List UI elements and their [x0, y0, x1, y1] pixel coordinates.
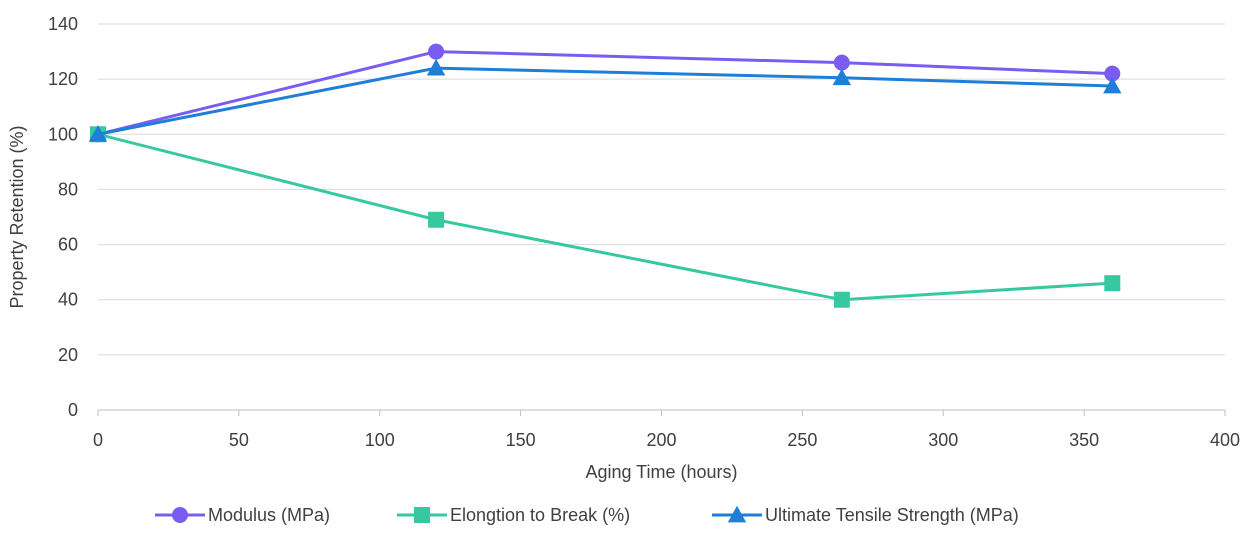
data-point: [833, 54, 850, 71]
x-axis-ticks: 0 50 100 150 200 250 300 350 400: [93, 410, 1240, 450]
x-tick-label: 0: [93, 430, 103, 450]
legend: Modulus (MPa) Elongtion to Break (%) Ultim…: [155, 505, 1019, 525]
data-point: [88, 125, 108, 142]
x-tick-label: 400: [1210, 430, 1240, 450]
data-point: [428, 43, 445, 60]
legend-marker: [414, 507, 430, 523]
y-tick-label: 80: [58, 179, 78, 199]
series-line: [97, 50, 1113, 136]
data-point: [1104, 65, 1121, 82]
grid-lines: [98, 23, 1225, 356]
y-axis-title: Property Retention (%): [7, 125, 27, 308]
y-tick-label: 20: [58, 345, 78, 365]
legend-item: Ultimate Tensile Strength (MPa): [712, 505, 1019, 525]
series-layer: [88, 43, 1122, 308]
series-square: [90, 126, 1121, 308]
y-tick-label: 100: [48, 124, 78, 144]
legend-label: Elongtion to Break (%): [450, 505, 630, 525]
series-line: [97, 132, 1113, 302]
legend-label: Modulus (MPa): [208, 505, 330, 525]
data-point: [1104, 275, 1121, 292]
y-tick-label: 40: [58, 290, 78, 310]
legend-item: Elongtion to Break (%): [397, 505, 630, 525]
series-line: [97, 66, 1113, 136]
data-point: [832, 68, 852, 86]
y-tick-label: 60: [58, 235, 78, 255]
x-tick-label: 300: [928, 430, 958, 450]
series-circle: [90, 43, 1121, 143]
x-tick-label: 150: [506, 430, 536, 450]
x-tick-label: 50: [229, 430, 249, 450]
y-tick-label: 140: [48, 14, 78, 34]
y-tick-label: 120: [48, 69, 78, 89]
data-point: [833, 291, 850, 308]
y-axis-ticks: 0 20 40 60 80 100 120 140: [48, 14, 78, 420]
x-tick-label: 350: [1069, 430, 1099, 450]
legend-marker: [727, 505, 747, 523]
data-point: [428, 211, 445, 228]
series-triangle: [88, 58, 1122, 142]
x-tick-label: 200: [646, 430, 676, 450]
y-tick-label: 0: [68, 400, 78, 420]
legend-item: Modulus (MPa): [155, 505, 330, 525]
x-tick-label: 100: [365, 430, 395, 450]
legend-label: Ultimate Tensile Strength (MPa): [765, 505, 1019, 525]
x-tick-label: 250: [787, 430, 817, 450]
legend-marker: [172, 507, 188, 523]
data-point: [426, 58, 446, 76]
x-axis-title: Aging Time (hours): [585, 462, 737, 482]
data-point: [1103, 76, 1122, 94]
